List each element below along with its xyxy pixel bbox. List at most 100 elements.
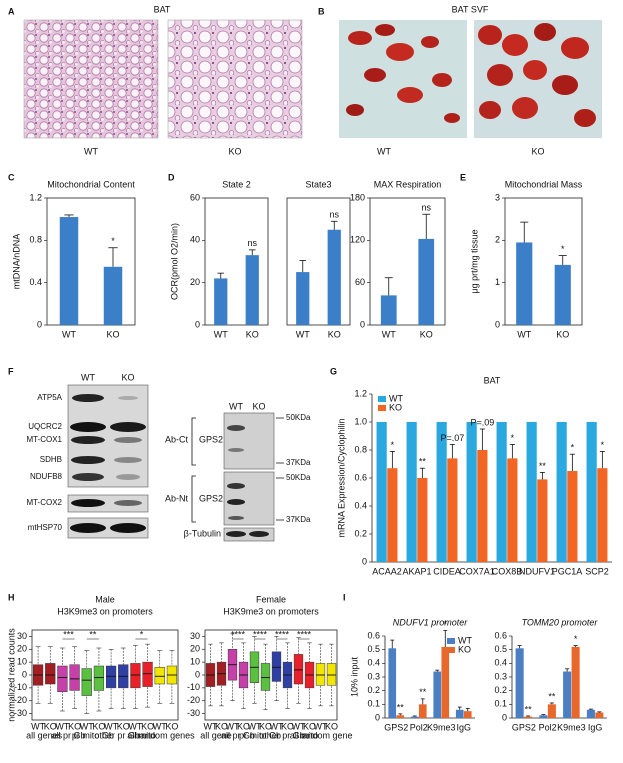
y-tick-label: -30 bbox=[14, 708, 27, 718]
bar bbox=[567, 471, 578, 562]
chart-subtitle: H3K9me3 on promoters bbox=[57, 606, 153, 616]
bar bbox=[406, 422, 417, 562]
y-tick-label: 3 bbox=[495, 192, 500, 202]
y-tick-label: 0.6 bbox=[367, 630, 380, 640]
x-tick-label: K9me3 bbox=[427, 722, 456, 732]
band-label: MT-COX1 bbox=[26, 435, 62, 444]
x-tick-label: KO bbox=[92, 721, 105, 731]
y-tick-label: 10 bbox=[190, 657, 200, 667]
plot-frame bbox=[504, 197, 583, 326]
y-tick-label: 0 bbox=[362, 556, 367, 566]
bar bbox=[515, 648, 524, 718]
panel-letter: H bbox=[8, 592, 15, 602]
marker-label: 50KDa bbox=[286, 473, 311, 482]
annotation: **** bbox=[297, 629, 312, 639]
loading-label: β-Tubulin bbox=[184, 528, 221, 538]
y-tick-label: 0 bbox=[22, 669, 27, 679]
bar bbox=[563, 671, 572, 718]
column-label: WT bbox=[229, 401, 243, 411]
annotation: * bbox=[561, 244, 565, 254]
x-tick-label: WT bbox=[382, 329, 396, 339]
box bbox=[69, 664, 80, 691]
bar bbox=[586, 709, 595, 718]
x-tick-label: KO bbox=[44, 721, 57, 731]
y-axis-label: 10% input bbox=[349, 656, 359, 697]
bar bbox=[441, 646, 450, 718]
group-label: random gene bbox=[299, 730, 352, 740]
chart-title: State 2 bbox=[222, 179, 251, 189]
x-tick-label: ACAA2 bbox=[372, 566, 402, 576]
bar bbox=[556, 422, 567, 562]
bar bbox=[103, 266, 123, 325]
x-tick-label: KO bbox=[237, 721, 250, 731]
annotation: * bbox=[391, 440, 395, 450]
x-tick-label: KO bbox=[303, 721, 316, 731]
x-tick-label: WT bbox=[270, 721, 284, 731]
x-tick-label: COX8B bbox=[492, 566, 523, 576]
x-tick-label: GPS2 bbox=[512, 722, 536, 732]
micrograph bbox=[474, 20, 602, 138]
y-tick-label: 0 bbox=[195, 319, 200, 329]
x-tick-label: WT bbox=[80, 721, 94, 731]
y-tick-label: 0.1 bbox=[367, 699, 380, 709]
box bbox=[260, 663, 271, 691]
bar bbox=[554, 264, 571, 325]
band-label: SDHB bbox=[40, 455, 62, 464]
x-tick-label: KO bbox=[117, 721, 130, 731]
y-tick-label: -10 bbox=[14, 682, 27, 692]
bar bbox=[387, 468, 398, 562]
band-label: ATP5A bbox=[37, 393, 62, 402]
bar bbox=[433, 671, 442, 718]
group-label: all mito bbox=[290, 730, 319, 740]
antibody-label: Ab-Ct bbox=[165, 434, 189, 444]
bar bbox=[547, 704, 556, 718]
bar bbox=[595, 712, 604, 718]
x-tick-label: NDUFV1 bbox=[519, 566, 555, 576]
y-tick-label: 0.2 bbox=[367, 685, 380, 695]
x-tick-label: WT bbox=[31, 721, 45, 731]
bar bbox=[597, 468, 608, 562]
annotation: ** bbox=[419, 457, 427, 467]
y-axis-label: μg prt/mg tissue bbox=[469, 229, 479, 293]
y-tick-label: 0 bbox=[37, 319, 42, 329]
y-axis-label: OCR(pmol O2/min) bbox=[169, 223, 179, 300]
y-tick-label: 0.1 bbox=[494, 699, 507, 709]
annotation: * bbox=[571, 443, 575, 453]
box bbox=[154, 667, 165, 685]
y-tick-label: 120 bbox=[350, 235, 365, 245]
annotation: **** bbox=[231, 629, 246, 639]
marker-label: 50KDa bbox=[286, 413, 311, 422]
group-label: other pr Gb bbox=[259, 730, 305, 740]
legend-swatch bbox=[378, 405, 386, 411]
annotation: * bbox=[140, 629, 144, 639]
y-tick-label: 0.4 bbox=[494, 658, 507, 668]
x-tick-label: CIDEA bbox=[433, 566, 461, 576]
group-label: all gene bbox=[200, 730, 232, 740]
western-blot bbox=[67, 384, 149, 539]
y-tick-label: 0.5 bbox=[367, 644, 380, 654]
x-tick-label: KO bbox=[215, 721, 228, 731]
plot-frame bbox=[369, 197, 446, 326]
annotation: **** bbox=[275, 629, 290, 639]
annotation: ** bbox=[539, 461, 547, 471]
y-tick-label: 1.2 bbox=[29, 192, 42, 202]
y-tick-label: 0.8 bbox=[29, 235, 42, 245]
bar bbox=[524, 716, 533, 718]
image-label: KO bbox=[531, 146, 544, 156]
y-tick-label: 0 bbox=[360, 319, 365, 329]
annotation: * bbox=[444, 619, 448, 629]
bar bbox=[380, 295, 397, 325]
panel-letter: B bbox=[318, 6, 325, 16]
group-label: pr mito Gb bbox=[72, 730, 114, 740]
annotation: ns bbox=[247, 238, 257, 248]
annotation: *** bbox=[63, 629, 74, 639]
x-tick-label: COX7A1 bbox=[459, 566, 495, 576]
y-tick-label: 0.6 bbox=[354, 472, 367, 482]
x-tick-label: WT bbox=[153, 721, 167, 731]
plot-frame bbox=[46, 197, 136, 326]
y-tick-label: 30 bbox=[190, 631, 200, 641]
bar bbox=[539, 715, 548, 718]
image-label: KO bbox=[228, 146, 241, 156]
panel-title: BAT SVF bbox=[452, 4, 489, 14]
legend-label: WT bbox=[389, 393, 403, 403]
